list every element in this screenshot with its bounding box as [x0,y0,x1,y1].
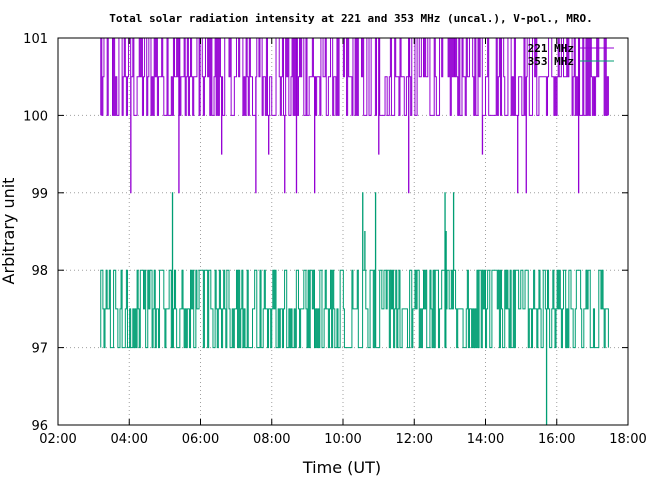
x-tick-label: 12:00 [396,432,433,447]
legend-label: 221 MHz [528,42,574,55]
x-tick-label: 04:00 [111,432,148,447]
x-tick-label: 02:00 [39,432,76,447]
x-tick-label: 08:00 [253,432,290,447]
y-tick-label: 96 [31,419,48,434]
y-tick-label: 99 [31,187,48,202]
x-tick-label: 18:00 [609,432,646,447]
y-tick-label: 98 [31,264,48,279]
axis-ticks: 02:00 04:00 06:00 08:00 10:00 12:00 14:00 16:00… [23,32,647,447]
y-tick-label: 101 [23,32,48,47]
x-tick-label: 06:00 [182,432,219,447]
x-tick-label: 14:00 [467,432,504,447]
chart-title: Total solar radiation intensity at 221 a… [109,12,592,25]
x-axis-label: Time (UT) [302,458,381,477]
y-tick-label: 100 [23,109,48,124]
y-tick-label: 97 [31,342,48,357]
series-line-1 [100,192,609,426]
x-tick-label: 16:00 [538,432,575,447]
x-tick-label: 10:00 [324,432,361,447]
y-axis-label: Arbitrary unit [0,178,18,285]
legend-label: 353 MHz [528,55,574,68]
